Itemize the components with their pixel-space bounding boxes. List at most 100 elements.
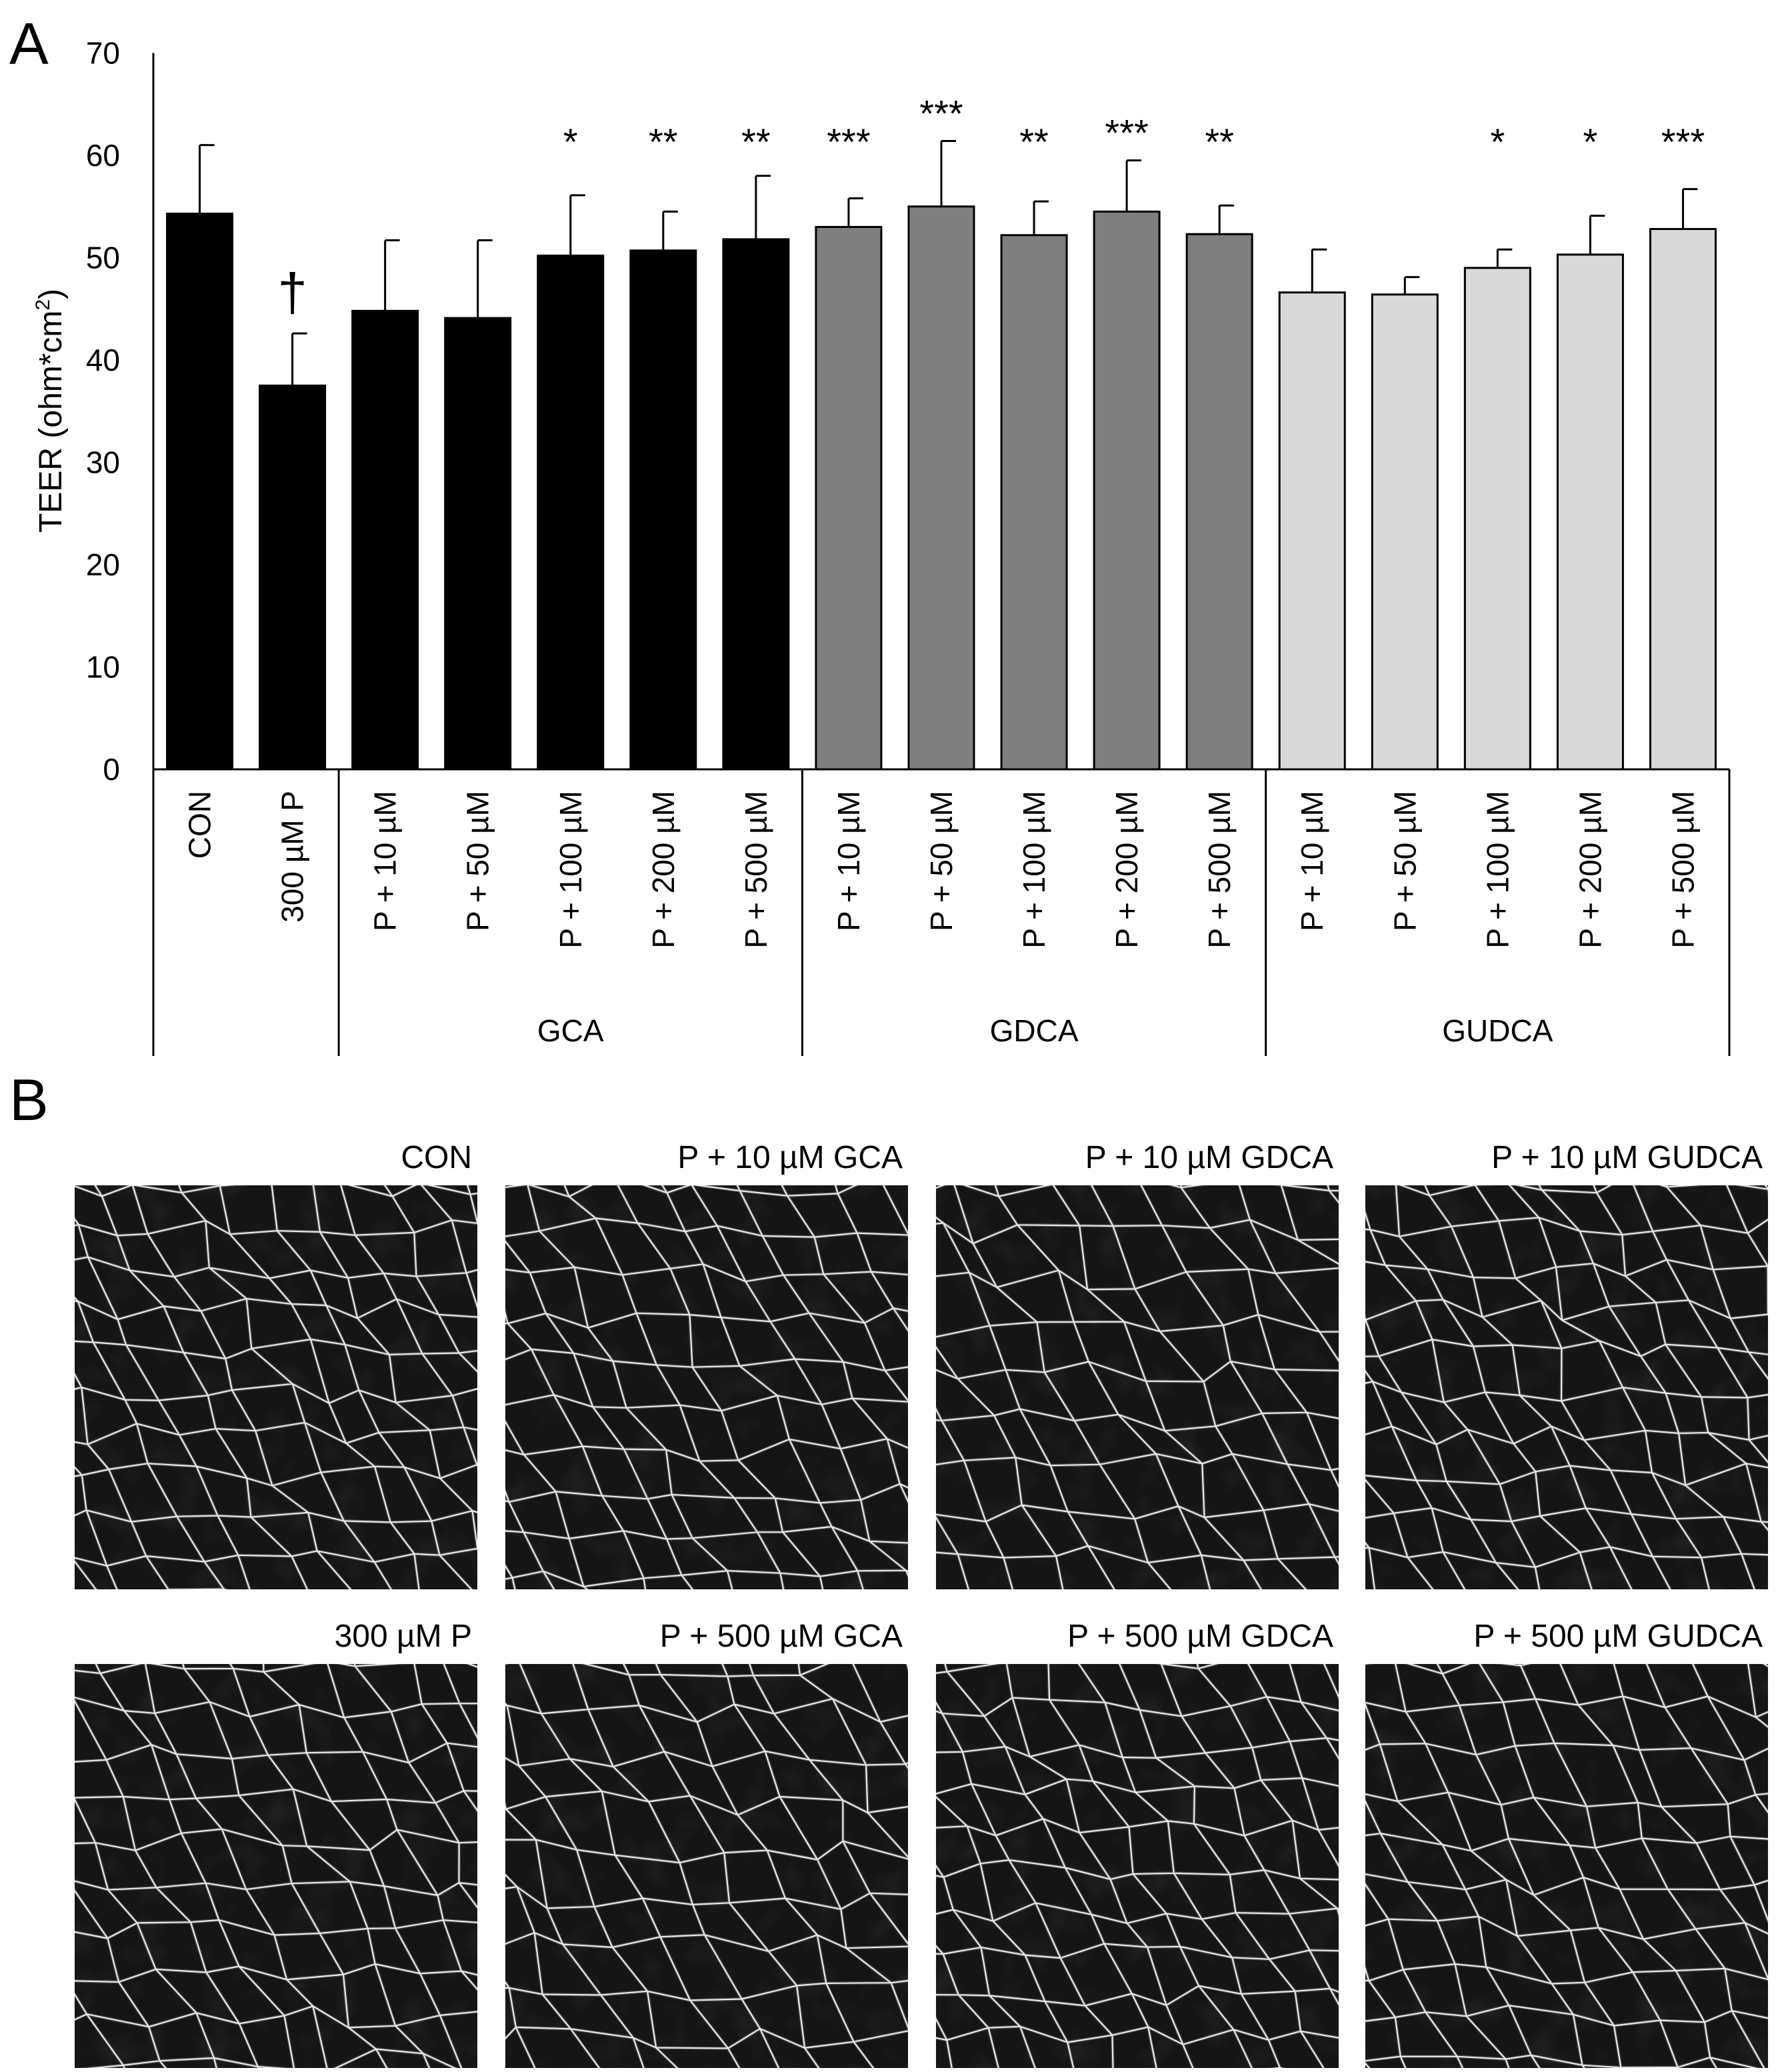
micrograph-image xyxy=(1365,1185,1768,1589)
y-tick-label: 60 xyxy=(86,138,120,173)
category-label: P + 100 µM xyxy=(1017,791,1051,949)
y-axis-title: TEER (ohm*cm2) xyxy=(32,289,69,533)
significance-marker: * xyxy=(1583,121,1598,163)
micrograph-label: P + 500 µM GUDCA xyxy=(1473,1619,1763,1654)
cell-junctions xyxy=(1365,1185,1768,1589)
cell-junctions xyxy=(75,1185,477,1589)
significance-marker: * xyxy=(1490,121,1505,163)
cell-network xyxy=(75,1664,477,2068)
category-label: P + 500 µM xyxy=(739,791,773,949)
error-bars xyxy=(199,140,1698,386)
significance-marker: *** xyxy=(1661,121,1705,163)
group-labels: GCA GDCA GUDCA xyxy=(537,1013,1553,1048)
significance-marker: *** xyxy=(827,121,870,163)
significance-marker: ** xyxy=(1019,121,1049,163)
bar xyxy=(444,317,512,771)
micrograph-label: P + 500 µM GCA xyxy=(660,1619,903,1654)
bar xyxy=(907,205,975,771)
significance-markers: †* ** ** ******** *** ** * * *** xyxy=(277,93,1705,323)
micrograph-label: CON xyxy=(401,1140,472,1175)
y-tick-label: 70 xyxy=(86,36,120,71)
category-label: P + 200 µM xyxy=(646,791,681,949)
bars xyxy=(166,205,1717,771)
y-tick-label: 50 xyxy=(86,241,120,275)
cell-junctions xyxy=(505,1664,908,2068)
significance-marker: ** xyxy=(649,121,678,163)
significance-marker: *** xyxy=(919,93,963,135)
cell-junctions xyxy=(936,1664,1339,2068)
significance-marker: *** xyxy=(1105,112,1148,154)
cell-network xyxy=(1365,1185,1768,1589)
bar xyxy=(537,254,605,771)
y-tick-label: 10 xyxy=(86,650,120,685)
micrograph-image xyxy=(75,1664,477,2068)
micrograph-label: 300 µM P xyxy=(335,1619,472,1654)
cell-network xyxy=(1365,1664,1768,2068)
cytoplasm-haze xyxy=(1365,1185,1768,1589)
category-label: P + 10 µM xyxy=(1295,791,1329,931)
cytoplasm-haze xyxy=(505,1664,908,2068)
bar xyxy=(1463,267,1531,771)
y-tick-label: 0 xyxy=(103,752,120,787)
micrograph-label: P + 10 µM GDCA xyxy=(1085,1140,1333,1175)
cytoplasm-haze xyxy=(936,1185,1339,1589)
significance-marker: ** xyxy=(741,121,771,163)
cytoplasm-haze xyxy=(1365,1664,1768,2068)
category-label: P + 500 µM xyxy=(1665,791,1700,949)
micrograph-image xyxy=(75,1185,477,1589)
bar xyxy=(259,384,327,771)
bar xyxy=(1649,228,1717,771)
bar xyxy=(1556,253,1624,771)
category-label: P + 200 µM xyxy=(1573,791,1607,949)
bar xyxy=(1278,291,1346,771)
micrograph-image xyxy=(1365,1664,1768,2068)
y-tick-label: 20 xyxy=(86,547,120,582)
micrograph-label: P + 500 µM GDCA xyxy=(1067,1619,1333,1654)
category-label: CON xyxy=(183,791,217,859)
cell-junctions xyxy=(936,1185,1339,1589)
bar xyxy=(351,309,419,771)
category-labels: CON 300 µM P P + 10 µM P + 50 µM P + 100 µM P… xyxy=(183,791,1701,949)
significance-marker: * xyxy=(563,121,578,163)
y-tick-label: 30 xyxy=(86,445,120,480)
category-label: P + 100 µM xyxy=(553,791,588,949)
micrograph-label: P + 10 µM GCA xyxy=(677,1140,903,1175)
cell-junctions xyxy=(75,1664,477,2068)
bar xyxy=(1093,210,1161,771)
group-label: GCA xyxy=(537,1013,604,1048)
y-tick-label: 40 xyxy=(86,343,120,377)
category-label: P + 100 µM xyxy=(1480,791,1515,949)
category-label: P + 50 µM xyxy=(461,791,495,931)
bar xyxy=(1185,233,1253,771)
y-axis-title-superscript: 2 xyxy=(32,299,54,311)
panel-a-label: A xyxy=(9,11,49,77)
category-label: P + 200 µM xyxy=(1109,791,1144,949)
category-label: P + 50 µM xyxy=(924,791,959,931)
cell-junctions xyxy=(505,1185,908,1589)
bar xyxy=(815,225,883,771)
cell-network xyxy=(75,1185,477,1589)
category-label: P + 500 µM xyxy=(1202,791,1237,949)
bar xyxy=(166,212,234,771)
y-axis: 0 10 20 30 40 50 60 70 xyxy=(86,36,155,787)
category-label: P + 10 µM xyxy=(368,791,403,931)
cytoplasm-haze xyxy=(936,1664,1339,2068)
micrograph-image xyxy=(505,1185,908,1589)
micrograph-image xyxy=(936,1664,1339,2068)
cytoplasm-haze xyxy=(75,1664,477,2068)
bar xyxy=(1371,293,1439,771)
cell-network xyxy=(505,1185,908,1589)
bar xyxy=(722,238,790,771)
category-label: P + 50 µM xyxy=(1387,791,1422,931)
group-label: GUDCA xyxy=(1442,1013,1553,1048)
group-label: GDCA xyxy=(990,1013,1079,1048)
micrograph-label: P + 10 µM GUDCA xyxy=(1491,1140,1763,1175)
cell-network xyxy=(505,1664,908,2068)
significance-marker: ** xyxy=(1205,121,1234,163)
significance-marker: † xyxy=(277,263,307,322)
micrograph-image xyxy=(505,1664,908,2068)
cell-network xyxy=(936,1185,1339,1589)
panel-b-label: B xyxy=(9,1067,49,1133)
